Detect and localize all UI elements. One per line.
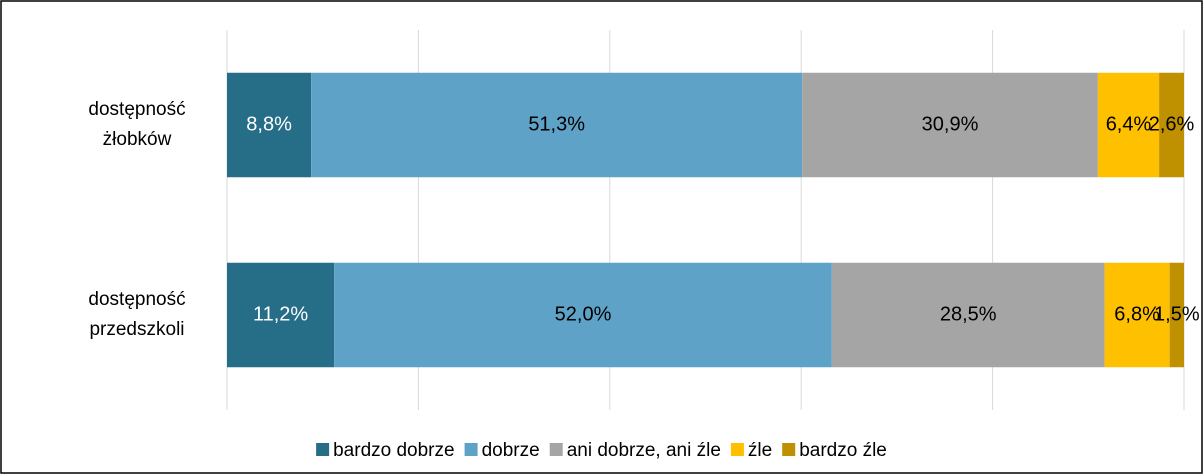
category-label: dostępność przedszkoli bbox=[88, 289, 186, 340]
legend-label: bardzo dobrze bbox=[333, 440, 454, 461]
legend-label: źle bbox=[748, 440, 772, 461]
bar-segment bbox=[227, 262, 335, 368]
data-label: 30,9% bbox=[922, 113, 979, 135]
data-label: 52,0% bbox=[555, 303, 612, 325]
legend-swatch bbox=[549, 443, 563, 456]
data-label: 8,8% bbox=[246, 113, 292, 135]
legend-swatch bbox=[782, 443, 796, 456]
bar-segment bbox=[1104, 262, 1170, 368]
data-label: 1,5% bbox=[1154, 303, 1200, 325]
data-label: 51,3% bbox=[528, 113, 585, 135]
bar-segment bbox=[831, 262, 1105, 368]
data-label: 6,8% bbox=[1114, 303, 1160, 325]
legend-swatch bbox=[316, 443, 330, 456]
data-label: 28,5% bbox=[940, 303, 997, 325]
bar-segment bbox=[334, 262, 832, 368]
legend-swatch bbox=[730, 443, 744, 456]
legend-label: ani dobrze, ani źle bbox=[567, 440, 721, 461]
legend-label: dobrze bbox=[482, 440, 540, 461]
legend-label: bardzo źle bbox=[799, 440, 887, 461]
data-label: 11,2% bbox=[253, 303, 308, 325]
data-label: 6,4% bbox=[1106, 113, 1152, 135]
bar-segment bbox=[802, 72, 1098, 178]
legend-swatch bbox=[464, 443, 478, 456]
category-label: dostępność żłobków bbox=[88, 99, 186, 150]
bar-segment bbox=[1169, 262, 1184, 368]
bar-segment bbox=[1159, 72, 1184, 178]
bar-segment bbox=[311, 72, 803, 178]
data-label: 2,6% bbox=[1149, 113, 1195, 135]
bar-segment bbox=[227, 72, 312, 178]
bar-segment bbox=[1097, 72, 1160, 178]
